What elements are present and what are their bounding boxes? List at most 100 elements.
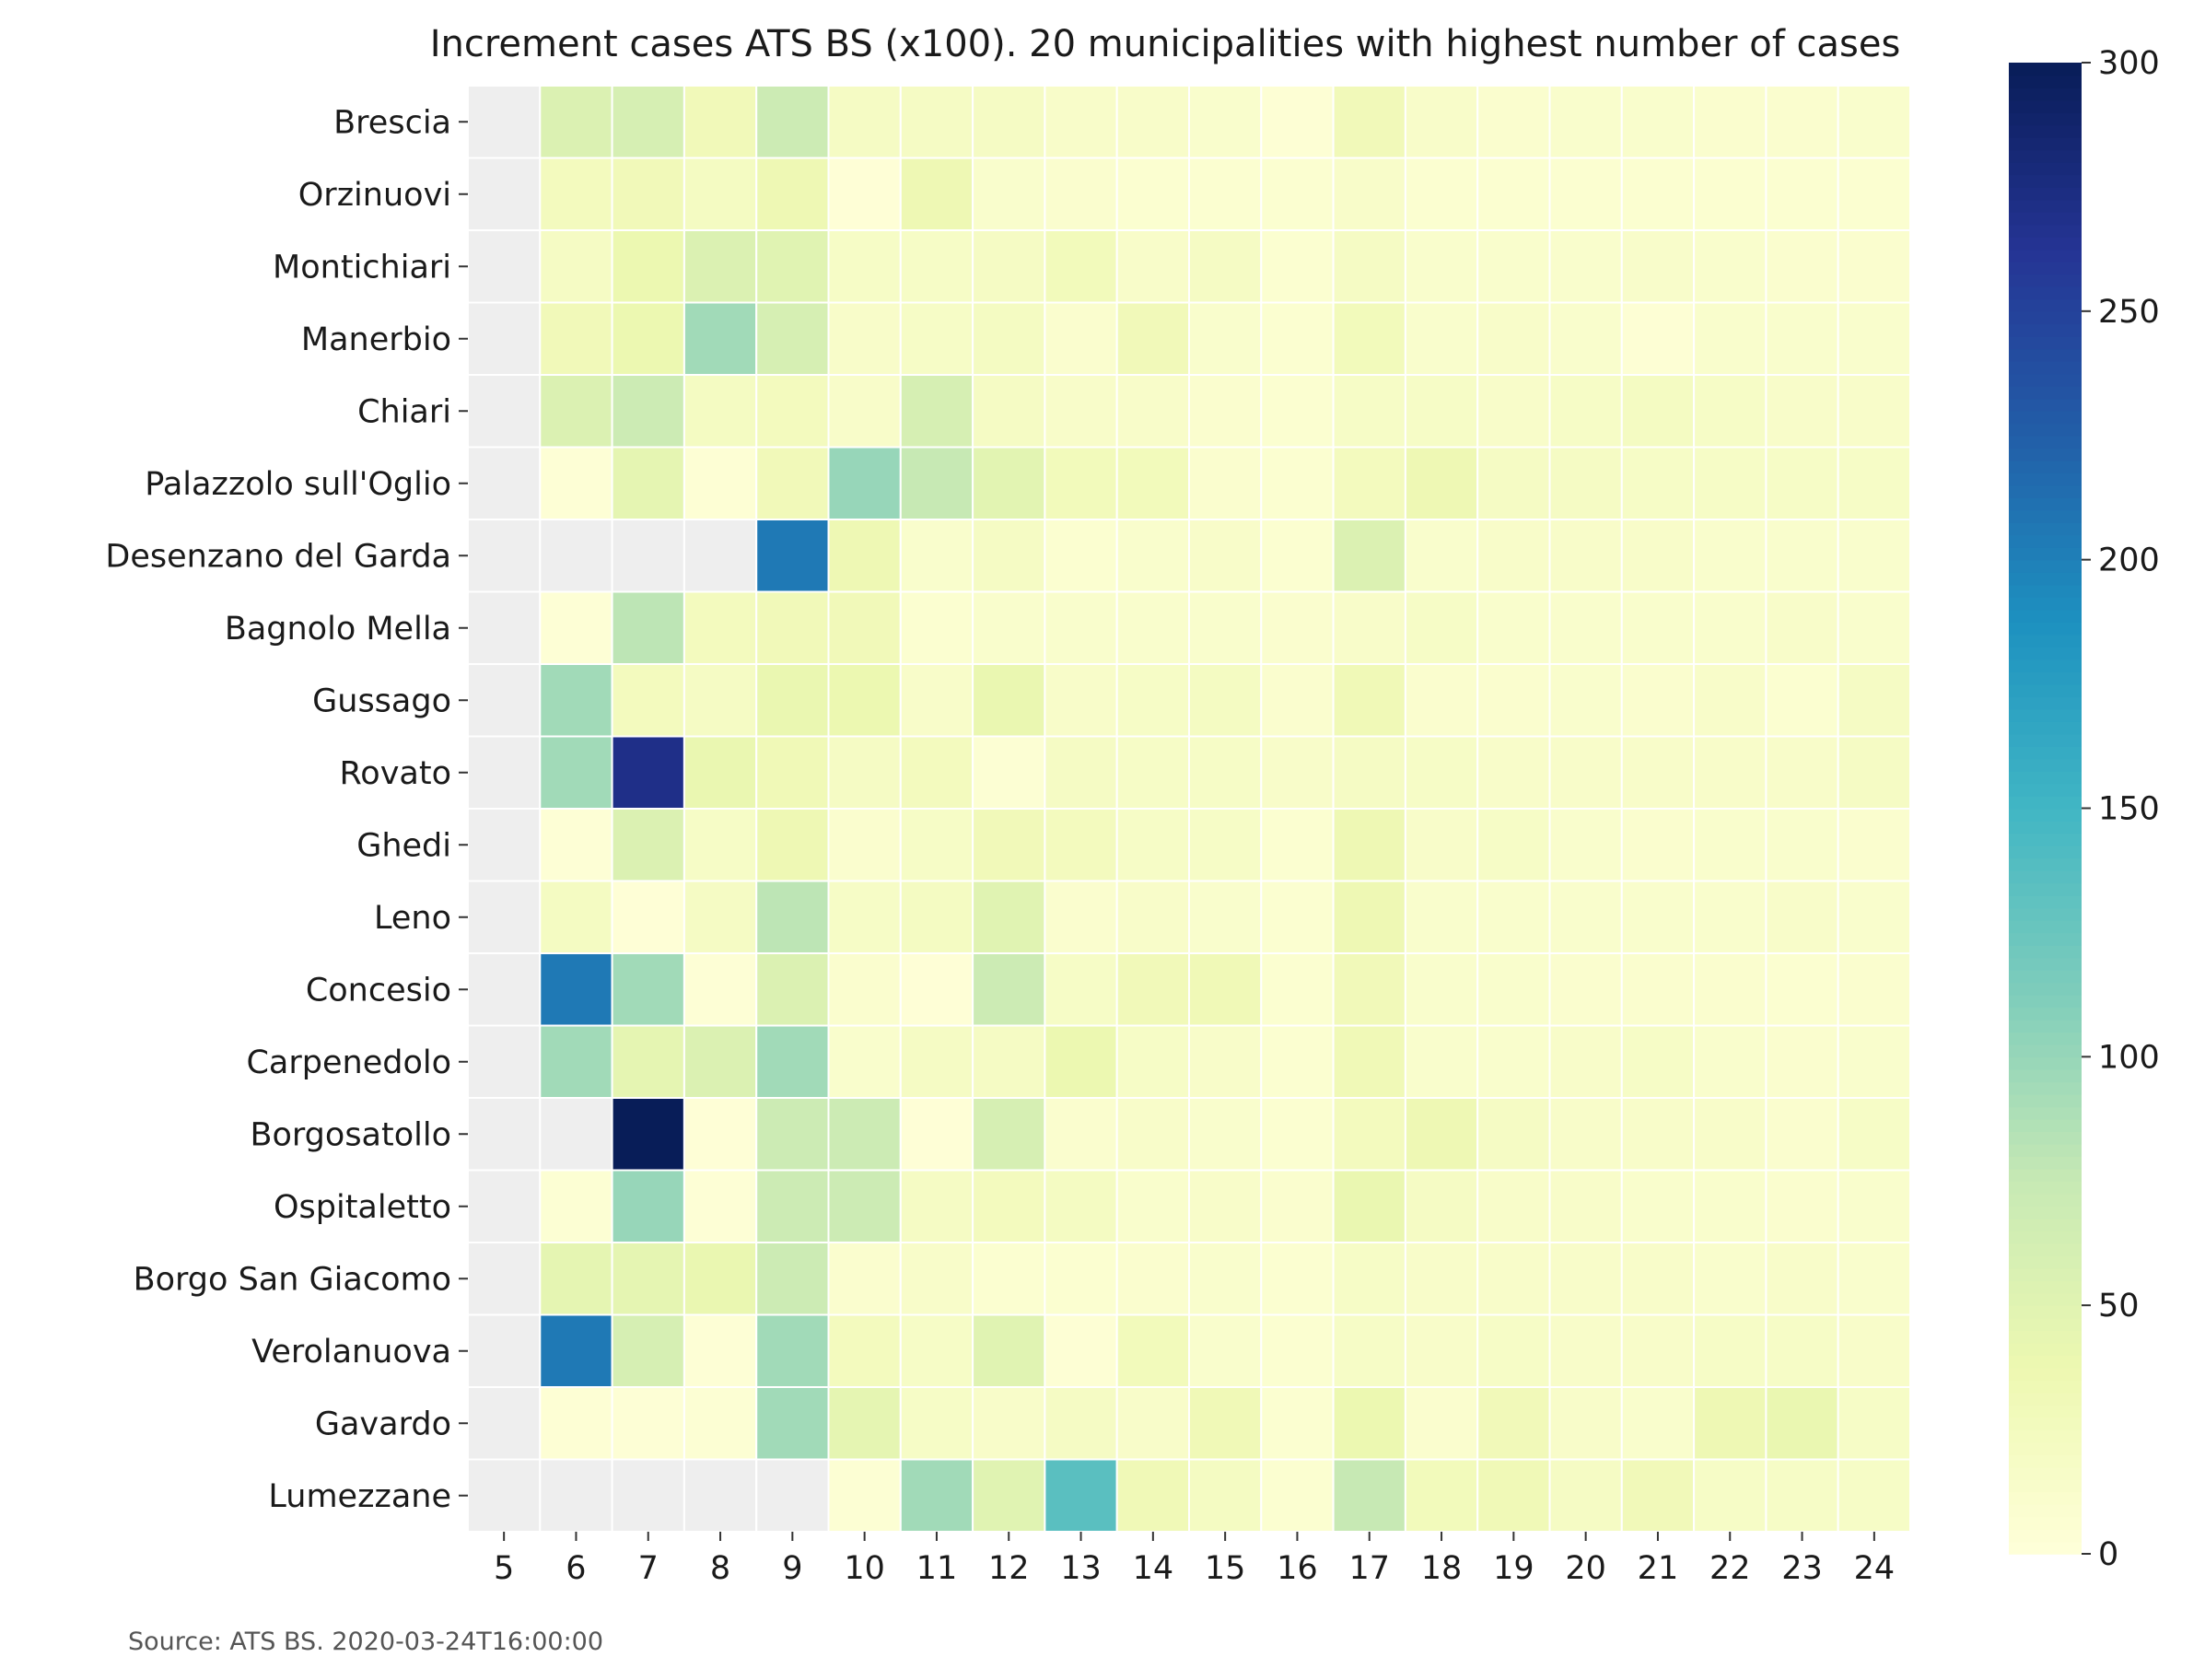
heatmap-cell (611, 1024, 685, 1099)
heatmap-cell (1620, 1458, 1696, 1533)
heatmap-cell (467, 374, 542, 449)
heatmap-cell (1044, 1242, 1118, 1316)
heatmap-cell (1620, 301, 1696, 376)
colorbar-segment (2009, 783, 2082, 797)
heatmap-cell (755, 374, 830, 449)
colorbar-segment (2009, 696, 2082, 710)
heatmap-cell (1260, 519, 1335, 593)
heatmap-cell (899, 1386, 974, 1461)
source-note: Source: ATS BS. 2020-03-24T16:00:00 (128, 1628, 603, 1656)
heatmap-cell (1188, 1386, 1263, 1461)
heatmap-cell (1548, 1169, 1623, 1243)
heatmap-cell (1693, 519, 1768, 593)
heatmap-cell (1837, 1097, 1911, 1172)
heatmap-cell (1765, 85, 1839, 159)
heatmap-cell (1260, 1024, 1335, 1099)
heatmap-cell (1765, 952, 1839, 1027)
heatmap-cell (1620, 1242, 1696, 1316)
colorbar-segment (2009, 1056, 2082, 1070)
heatmap-cell (1765, 1169, 1839, 1243)
x-tick-label: 12 (988, 1550, 1030, 1587)
heatmap-cell (1548, 952, 1623, 1027)
heatmap-cell (1620, 157, 1696, 231)
heatmap-cell (1476, 808, 1551, 882)
heatmap-cell (1260, 374, 1335, 449)
heatmap-cell (1476, 374, 1551, 449)
colorbar-tick-label: 100 (2098, 1039, 2160, 1076)
heatmap-cell (972, 1313, 1046, 1388)
heatmap-cell (1765, 157, 1839, 231)
colorbar-segment (2009, 907, 2082, 921)
heatmap-cell (755, 880, 830, 954)
heatmap-cell (1765, 735, 1839, 810)
heatmap-cell (1404, 157, 1479, 231)
heatmap-cell (1765, 446, 1839, 520)
colorbar-segment (2009, 1255, 2082, 1269)
heatmap-cell (1476, 735, 1551, 810)
heatmap-cell (1260, 157, 1335, 231)
heatmap-cell (899, 1024, 974, 1099)
heatmap-cell (1260, 1313, 1335, 1388)
heatmap-cell (1332, 952, 1406, 1027)
heatmap-cell (682, 446, 758, 520)
colorbar-segment (2009, 1292, 2082, 1306)
colorbar-segment (2009, 559, 2082, 573)
x-tick-label: 11 (916, 1550, 958, 1587)
y-tick-label: Leno (374, 900, 451, 937)
colorbar-segment (2009, 348, 2082, 362)
heatmap-cell (972, 374, 1046, 449)
heatmap-cell (682, 1024, 758, 1099)
colorbar-segment (2009, 919, 2082, 934)
heatmap-cell (1188, 1097, 1263, 1172)
y-tick-label: Bagnolo Mella (225, 611, 451, 648)
colorbar-segment (2009, 1007, 2082, 1021)
heatmap-cell (467, 157, 542, 231)
colorbar-segment (2009, 882, 2082, 896)
heatmap-cell (1765, 1024, 1839, 1099)
colorbar-segment (2009, 174, 2082, 188)
heatmap-cell (1404, 880, 1479, 954)
colorbar-segment (2009, 1454, 2082, 1468)
heatmap-cell (1837, 157, 1911, 231)
heatmap-cell (611, 229, 685, 304)
heatmap-cell (611, 519, 685, 593)
heatmap-cell (755, 1024, 830, 1099)
heatmap-cell (827, 590, 902, 665)
heatmap-cell (682, 157, 758, 231)
heatmap-cell (1115, 85, 1190, 159)
x-tick-label: 5 (494, 1550, 514, 1587)
colorbar-segment (2009, 1231, 2082, 1244)
heatmap-cell (1837, 1313, 1911, 1388)
colorbar-segment (2009, 597, 2082, 611)
heatmap-cell (1765, 229, 1839, 304)
x-tick-label: 17 (1348, 1550, 1390, 1587)
heatmap-cell (611, 1169, 685, 1243)
heatmap-cell (682, 735, 758, 810)
colorbar-segment (2009, 1193, 2082, 1208)
heatmap-cell (1188, 663, 1263, 738)
colorbar-segment (2009, 1541, 2082, 1555)
heatmap-cell (972, 880, 1046, 954)
colorbar-segment (2009, 796, 2082, 810)
colorbar-segment (2009, 1317, 2082, 1331)
heatmap-cell (1188, 1169, 1263, 1243)
heatmap-cell (827, 1386, 902, 1461)
heatmap-cell (1548, 229, 1623, 304)
colorbar-segment (2009, 708, 2082, 722)
heatmap-cell (1188, 229, 1263, 304)
x-tick-label: 16 (1277, 1550, 1318, 1587)
heatmap-cell (1620, 229, 1696, 304)
heatmap-cell (1693, 1242, 1768, 1316)
heatmap-cell (827, 735, 902, 810)
colorbar-segment (2009, 335, 2082, 350)
colorbar-segment (2009, 423, 2082, 437)
heatmap-cell (1044, 1458, 1118, 1533)
heatmap-cell (1188, 952, 1263, 1027)
colorbar-segment (2009, 683, 2082, 697)
colorbar-tick-label: 150 (2098, 791, 2160, 828)
heatmap-cell (1837, 590, 1911, 665)
heatmap-cell (1115, 1458, 1190, 1533)
heatmap-cell (539, 519, 613, 593)
heatmap-cell (1115, 1024, 1190, 1099)
